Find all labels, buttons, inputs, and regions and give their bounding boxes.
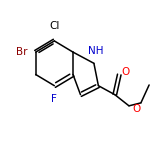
Text: F: F (51, 94, 57, 104)
Text: Br: Br (16, 47, 28, 57)
Text: NH: NH (88, 46, 103, 56)
Text: Cl: Cl (49, 21, 60, 31)
Text: O: O (122, 67, 130, 77)
Text: O: O (132, 104, 141, 114)
